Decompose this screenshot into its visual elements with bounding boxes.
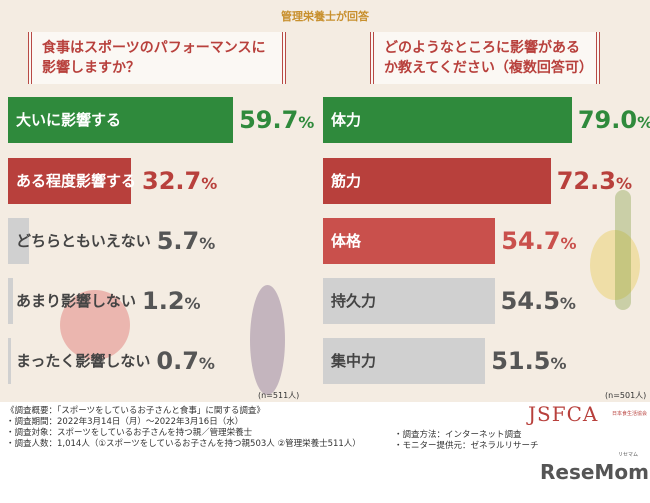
value-label: 54.7% (501, 227, 577, 255)
footer-line: ・調査対象：スポーツをしているお子さんを持つ親／管理栄養士 (6, 428, 253, 438)
bar-label: まったく影響しない (16, 352, 151, 370)
question-right: どのようなところに影響があるか教えてください（複数回答可） (370, 32, 600, 84)
value-label: 54.5% (500, 287, 576, 315)
subtitle: 管理栄養士が回答 (281, 10, 369, 23)
resemom-logo-sub: リセマム (618, 452, 639, 458)
footer-line: ・調査方法：インターネット調査 (394, 430, 522, 440)
bar-label: あまり影響しない (16, 292, 137, 310)
resemom-logo: ReseMom (540, 460, 649, 484)
bar (8, 278, 13, 324)
sample-size-left: (n=511人) (258, 391, 300, 400)
value-label: 5.7% (156, 227, 216, 255)
sample-size-right: (n=501人) (605, 391, 647, 400)
bar-label: ある程度影響する (16, 172, 137, 190)
bar-label: 大いに影響する (16, 111, 122, 129)
value-label: 79.0% (577, 106, 650, 134)
value-label: 59.7% (239, 106, 315, 134)
bar-label: 筋力 (331, 172, 362, 190)
footer-line: ・モニター提供元：ゼネラルリサーチ (394, 441, 539, 451)
value-label: 72.3% (556, 167, 632, 195)
footer-line: ・調査期間：2022年3月14日（月）～2022年3月16日（水） (6, 417, 244, 427)
bar-label: 体力 (331, 111, 362, 129)
bar-label: どちらともいえない (16, 232, 151, 250)
value-label: 51.5% (491, 347, 567, 375)
bar-label: 持久力 (331, 292, 377, 310)
bar (8, 218, 30, 264)
bar (323, 97, 572, 143)
bar-label: 体格 (331, 232, 362, 250)
bar (323, 338, 486, 384)
jsfca-logo: JSFCA (528, 402, 599, 426)
survey-overview: 《調査概要：「スポーツをしているお子さんと食事」に関する調査》 ・調査期間：20… (6, 406, 361, 450)
bar (323, 218, 496, 264)
pepper-illustration (590, 230, 640, 300)
footer-line: ・調査人数：1,014人（①スポーツをしているお子さんを持つ親503人 ②管理栄… (6, 439, 361, 449)
okra-illustration (615, 190, 631, 310)
jsfca-logo-sub: 日本食生活協会 (612, 411, 648, 417)
survey-method: ・調査方法：インターネット調査 ・モニター提供元：ゼネラルリサーチ (394, 430, 539, 452)
bar (8, 338, 11, 384)
value-label: 32.7% (142, 167, 218, 195)
question-left: 食事はスポーツのパフォーマンスに影響しますか？ (28, 32, 286, 84)
bar (8, 158, 132, 204)
tomato-illustration (60, 290, 130, 360)
bar (8, 97, 234, 143)
bar (323, 158, 551, 204)
footer-line: 《調査概要：「スポーツをしているお子さんと食事」に関する調査》 (6, 406, 265, 416)
eggplant-illustration (250, 285, 285, 395)
value-label: 0.7% (156, 347, 215, 375)
value-label: 1.2% (142, 287, 201, 315)
bar (323, 278, 495, 324)
bar-label: 集中力 (331, 352, 377, 370)
